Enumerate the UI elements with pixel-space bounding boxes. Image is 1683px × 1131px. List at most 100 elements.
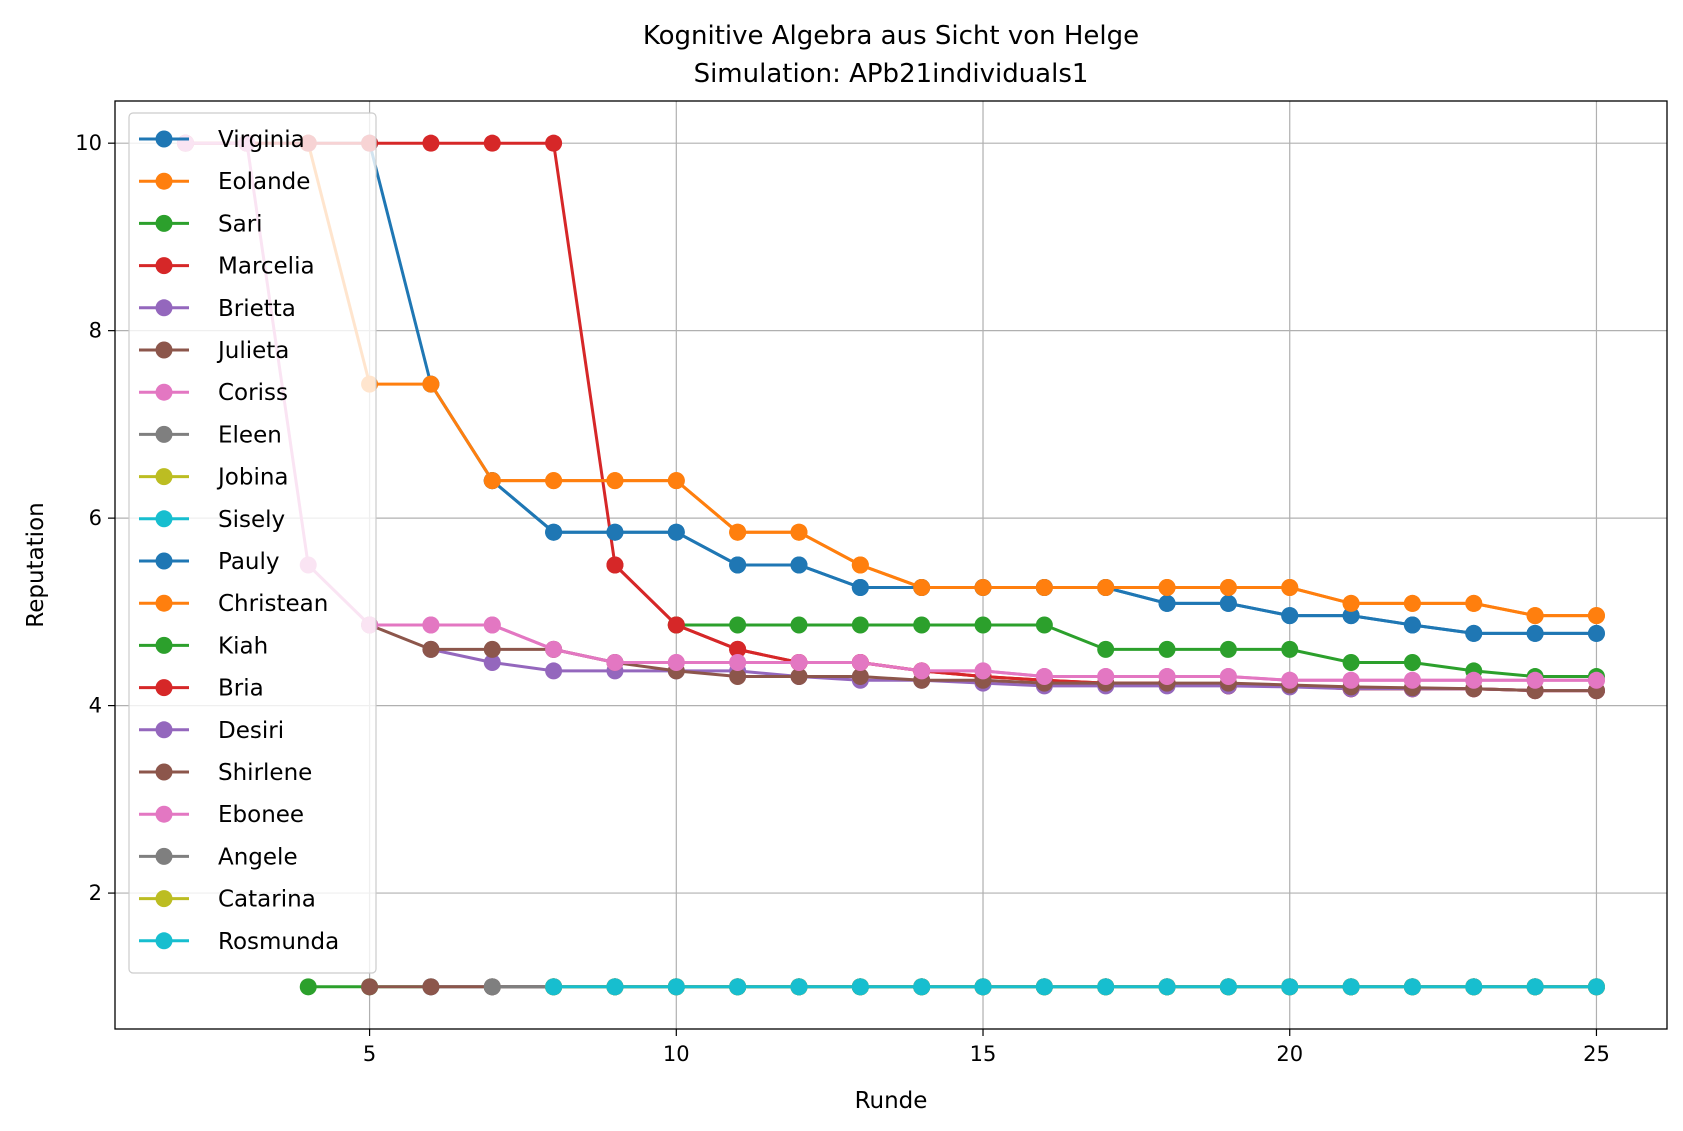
legend-item: Coriss <box>139 380 288 406</box>
data-point <box>667 472 685 490</box>
data-point <box>606 472 624 490</box>
data-point <box>422 616 440 634</box>
legend-item: Rosmunda <box>139 929 339 955</box>
legend: Virginia Eolande Sari Marcelia Brietta Juliet… <box>128 112 377 974</box>
data-point <box>1403 671 1421 689</box>
data-point <box>1158 640 1176 658</box>
x-tick-label: 20 <box>1276 1042 1303 1066</box>
data-point <box>851 978 869 996</box>
data-point <box>1526 624 1544 642</box>
data-point <box>1281 671 1299 689</box>
legend-label: Shirlene <box>218 760 312 786</box>
data-point <box>851 556 869 574</box>
data-point <box>1219 578 1237 596</box>
data-point <box>1219 594 1237 612</box>
data-point <box>545 523 563 541</box>
legend-marker <box>155 299 173 317</box>
data-point <box>1158 594 1176 612</box>
data-point <box>1526 978 1544 996</box>
legend-item: Brietta <box>139 296 296 322</box>
data-point <box>667 653 685 671</box>
data-point <box>1403 594 1421 612</box>
data-point <box>1281 607 1299 625</box>
legend-label: Catarina <box>218 887 316 913</box>
data-point <box>974 662 992 680</box>
data-point <box>545 640 563 658</box>
data-point <box>1587 624 1605 642</box>
y-tick-label: 2 <box>89 881 102 905</box>
data-point <box>913 978 931 996</box>
data-point <box>729 556 747 574</box>
data-point <box>483 653 501 671</box>
data-point <box>1035 578 1053 596</box>
data-point <box>1342 607 1360 625</box>
data-point <box>790 616 808 634</box>
legend-item: Ebonee <box>139 802 304 828</box>
legend-label: Sari <box>218 211 263 237</box>
legend-item: Shirlene <box>139 760 312 786</box>
data-point <box>790 556 808 574</box>
data-point <box>606 978 624 996</box>
data-point <box>1219 668 1237 686</box>
data-point <box>1587 607 1605 625</box>
legend-marker <box>155 341 173 359</box>
data-point <box>1281 578 1299 596</box>
data-point <box>545 662 563 680</box>
series-line <box>676 623 1597 678</box>
y-tick-label: 8 <box>89 319 102 343</box>
data-point <box>729 523 747 541</box>
data-point <box>851 578 869 596</box>
data-point <box>790 978 808 996</box>
x-axis-label: Runde <box>855 1088 928 1114</box>
data-point <box>1035 616 1053 634</box>
data-point <box>361 978 379 996</box>
data-point <box>299 978 317 996</box>
y-axis-label: Reputation <box>23 502 49 627</box>
data-point <box>1403 653 1421 671</box>
legend-label: Jobina <box>216 465 289 491</box>
legend-label: Ebonee <box>218 802 304 828</box>
y-tick-label: 6 <box>89 506 102 530</box>
data-point <box>729 616 747 634</box>
series-ebonee <box>361 616 1605 689</box>
legend-label: Angele <box>218 844 298 870</box>
legend-item: Jobina <box>139 465 289 491</box>
legend-item: Virginia <box>139 127 305 153</box>
data-point <box>1526 671 1544 689</box>
legend-item: Angele <box>139 844 298 870</box>
legend-label: Eleen <box>218 422 282 448</box>
legend-marker <box>155 468 173 486</box>
legend-label: Rosmunda <box>218 929 339 955</box>
data-point <box>483 616 501 634</box>
data-point <box>729 653 747 671</box>
legend-marker <box>155 890 173 908</box>
legend-label: Virginia <box>218 127 305 153</box>
data-point <box>667 523 685 541</box>
data-point <box>483 978 501 996</box>
data-point <box>422 978 440 996</box>
legend-item: Pauly <box>139 549 280 575</box>
data-point <box>851 616 869 634</box>
data-point <box>851 653 869 671</box>
legend-marker <box>155 172 173 190</box>
legend-item: Catarina <box>139 887 316 913</box>
legend-marker <box>155 721 173 739</box>
data-point <box>422 640 440 658</box>
x-tick-label: 10 <box>663 1042 690 1066</box>
data-point <box>1281 978 1299 996</box>
data-point <box>1403 978 1421 996</box>
legend-label: Desiri <box>218 718 284 744</box>
data-point <box>974 978 992 996</box>
data-point <box>1465 978 1483 996</box>
data-point <box>1465 671 1483 689</box>
data-point <box>422 134 440 152</box>
data-point <box>1465 594 1483 612</box>
legend-marker <box>155 130 173 148</box>
data-point <box>483 472 501 490</box>
legend-marker <box>155 383 173 401</box>
data-point <box>1219 640 1237 658</box>
data-point <box>1097 578 1115 596</box>
data-point <box>1587 671 1605 689</box>
data-point <box>790 668 808 686</box>
